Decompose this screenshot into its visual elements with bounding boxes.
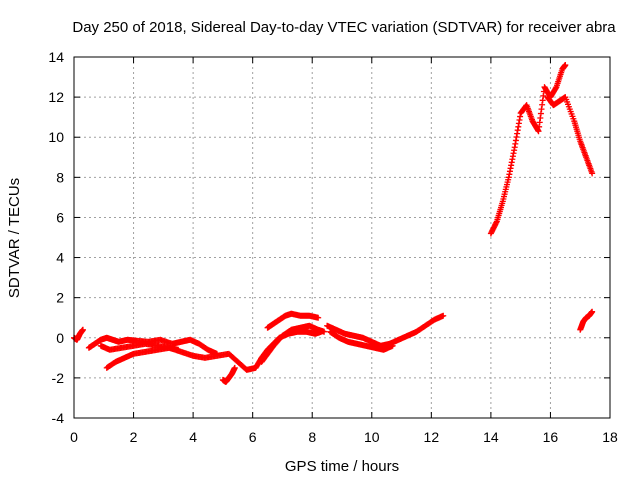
chart-title: Day 250 of 2018, Sidereal Day-to-day VTE… <box>72 19 616 36</box>
series-seg-g <box>264 310 322 331</box>
y-tick-label: 10 <box>48 129 64 145</box>
series-seg-b <box>85 334 220 357</box>
series-seg-l <box>577 308 596 333</box>
data-point <box>321 328 328 335</box>
y-tick-label: -2 <box>52 370 65 386</box>
y-tick-label: -4 <box>52 410 65 426</box>
plot-frame <box>73 56 611 419</box>
y-tick-label: 14 <box>48 49 64 65</box>
series-seg-k <box>544 94 596 177</box>
series-seg-i <box>327 328 396 353</box>
series-seg-e <box>219 364 238 385</box>
series-seg-f <box>258 322 328 365</box>
x-tick-label: 6 <box>249 429 257 445</box>
x-tick-label: 18 <box>602 429 618 445</box>
grid-layer <box>74 57 610 418</box>
data-point <box>315 314 322 321</box>
y-axis-label: SDTVAR / TECUs <box>6 178 23 298</box>
data-points-layer <box>71 62 596 385</box>
y-tick-label: 6 <box>56 209 64 225</box>
y-tick-label: 12 <box>48 89 64 105</box>
y-tick-label: 0 <box>56 330 64 346</box>
x-tick-label: 0 <box>70 429 78 445</box>
x-tick-label: 16 <box>543 429 559 445</box>
data-point <box>231 364 238 371</box>
series-seg-h <box>324 312 447 349</box>
x-tick-label: 10 <box>364 429 380 445</box>
x-tick-label: 14 <box>483 429 499 445</box>
y-tick-label: 2 <box>56 290 64 306</box>
data-point <box>79 326 86 333</box>
x-tick-label: 4 <box>189 429 197 445</box>
series-seg-a <box>71 326 86 343</box>
data-point <box>389 342 396 349</box>
data-point <box>175 346 182 353</box>
data-point <box>589 308 596 315</box>
x-tick-label: 8 <box>308 429 316 445</box>
data-point <box>440 312 447 319</box>
x-tick-label: 2 <box>130 429 138 445</box>
data-point <box>589 170 596 177</box>
y-tick-label: 4 <box>56 250 64 266</box>
series-seg-d <box>97 340 182 353</box>
x-axis-label: GPS time / hours <box>285 458 399 475</box>
data-point <box>562 62 569 69</box>
y-tick-label: 8 <box>56 169 64 185</box>
x-tick-label: 12 <box>424 429 440 445</box>
series-seg-j <box>487 62 569 237</box>
